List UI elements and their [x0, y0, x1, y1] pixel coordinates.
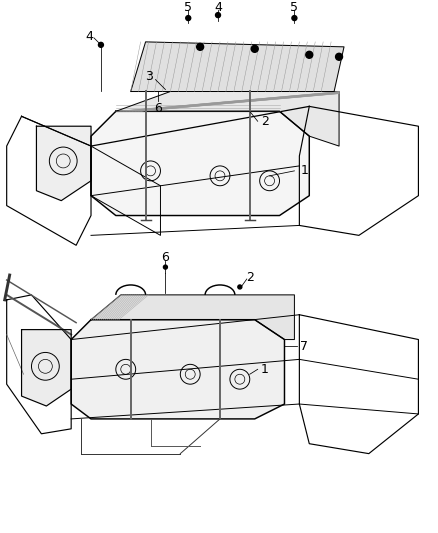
Circle shape — [292, 15, 297, 21]
Polygon shape — [91, 295, 294, 340]
Text: 5: 5 — [184, 1, 192, 14]
Text: 1: 1 — [300, 164, 308, 177]
Polygon shape — [91, 111, 309, 215]
Text: 1: 1 — [261, 363, 268, 376]
Polygon shape — [21, 329, 71, 406]
Text: 2: 2 — [246, 271, 254, 284]
Circle shape — [186, 15, 191, 21]
Text: 2: 2 — [261, 115, 268, 128]
Text: 4: 4 — [214, 1, 222, 14]
Text: 6: 6 — [162, 251, 170, 264]
Text: 4: 4 — [85, 30, 93, 43]
Circle shape — [163, 265, 167, 269]
Text: 3: 3 — [145, 70, 152, 83]
Text: 7: 7 — [300, 340, 308, 353]
Text: 5: 5 — [290, 1, 298, 14]
Circle shape — [99, 43, 103, 47]
Polygon shape — [71, 320, 285, 419]
Circle shape — [215, 13, 220, 18]
Circle shape — [336, 53, 343, 60]
Circle shape — [306, 51, 313, 58]
Circle shape — [238, 285, 242, 289]
Circle shape — [251, 45, 258, 52]
Circle shape — [197, 43, 204, 50]
Polygon shape — [36, 126, 91, 200]
Polygon shape — [116, 92, 339, 146]
Polygon shape — [131, 42, 344, 92]
Text: 6: 6 — [155, 102, 162, 115]
